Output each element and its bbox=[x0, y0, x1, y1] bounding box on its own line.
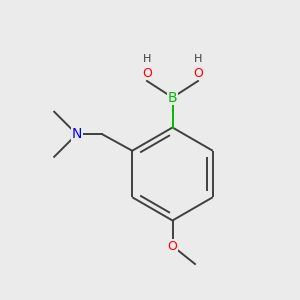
Text: B: B bbox=[168, 91, 177, 104]
Text: O: O bbox=[142, 67, 152, 80]
Text: N: N bbox=[71, 127, 82, 141]
Text: H: H bbox=[143, 55, 151, 64]
Text: O: O bbox=[193, 67, 203, 80]
Text: O: O bbox=[168, 239, 177, 253]
Text: H: H bbox=[194, 55, 202, 64]
